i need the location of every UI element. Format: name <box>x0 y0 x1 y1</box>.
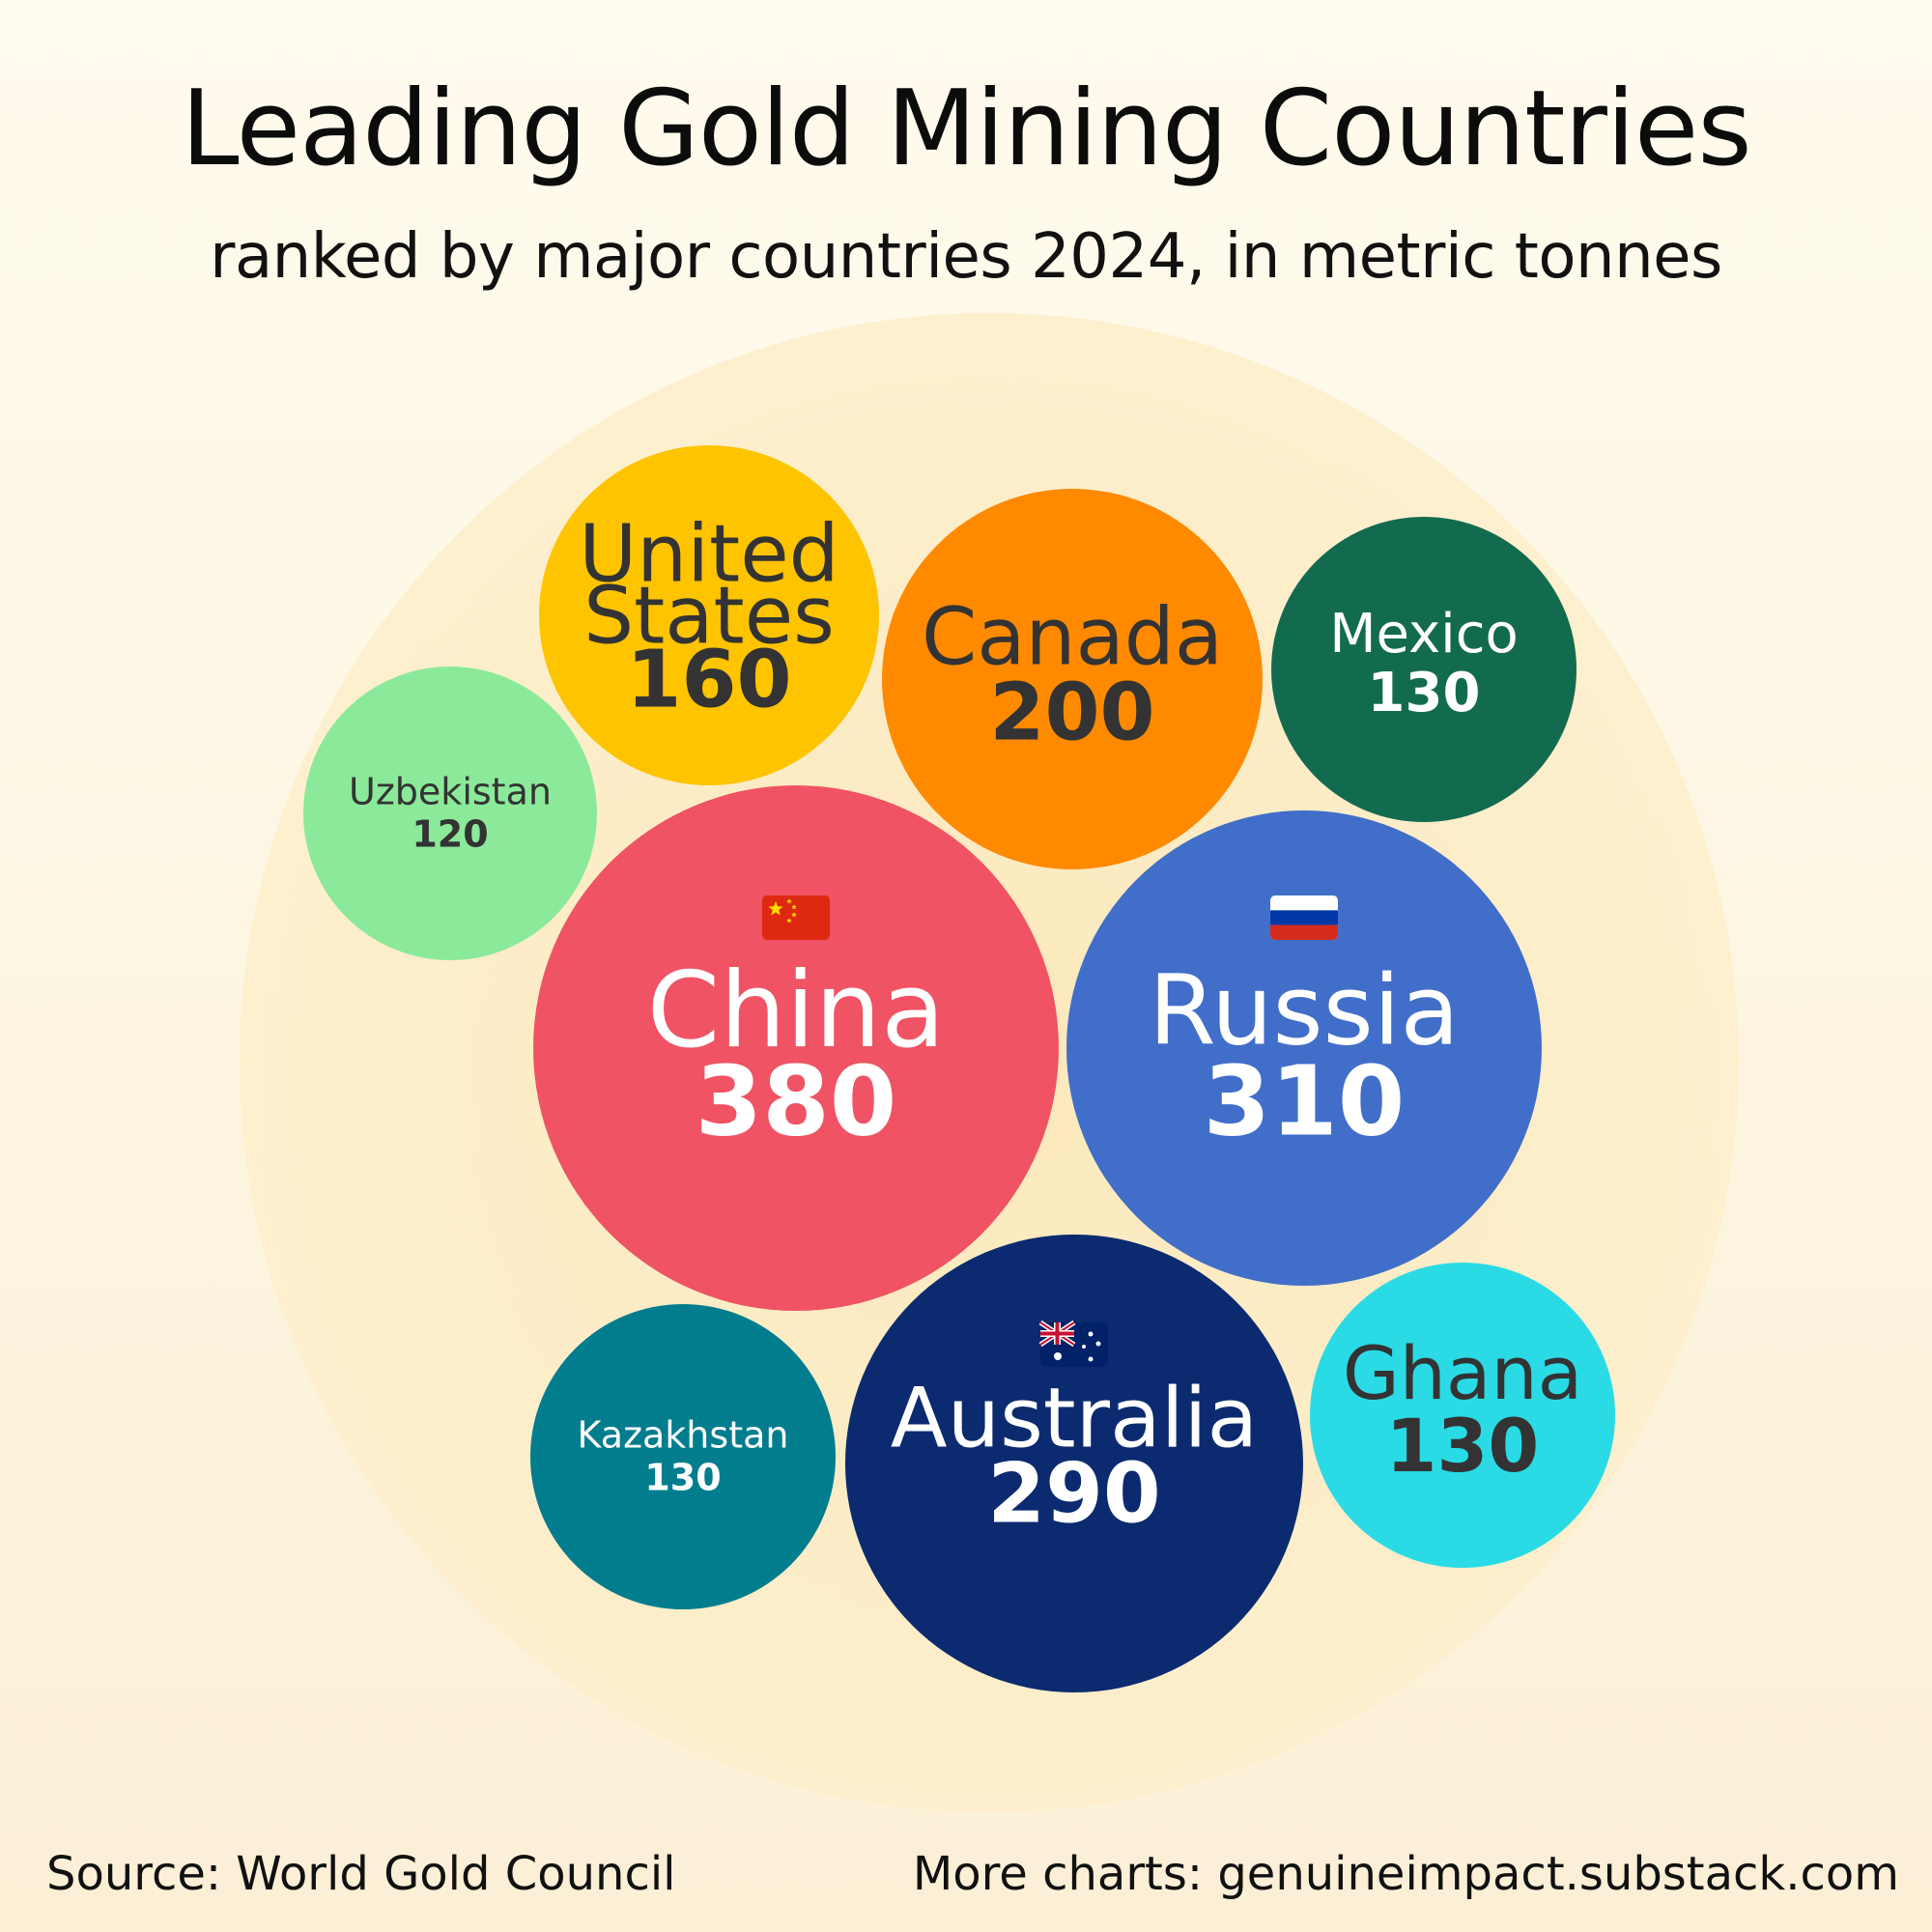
bubble-label: Kazakhstan <box>578 1414 789 1457</box>
chart-title: Leading Gold Mining Countries <box>181 69 1751 189</box>
bubble-label-line2: States <box>583 570 835 662</box>
bubble-label: Australia <box>891 1370 1258 1466</box>
china-flag-icon <box>762 895 830 940</box>
bubble-circle <box>845 1235 1303 1692</box>
bubble-circle <box>1066 810 1542 1286</box>
bubble-value: 130 <box>644 1457 721 1499</box>
bubble-label: Canada <box>922 591 1223 683</box>
bubble-circle <box>530 1304 836 1609</box>
bubble-circle <box>1310 1263 1615 1568</box>
bubble-value: 200 <box>989 667 1154 758</box>
bubble-value: 310 <box>1204 1044 1406 1157</box>
bubble-label: United <box>579 508 838 600</box>
australia-flag-icon <box>1038 1320 1108 1367</box>
bubble-circle <box>539 445 879 785</box>
bubble-label: Russia <box>1149 953 1460 1066</box>
bubble-label: China <box>647 951 946 1071</box>
source-note: Source: World Gold Council <box>46 1847 676 1901</box>
bubble-value: 130 <box>1386 1403 1540 1489</box>
bubble-label: Uzbekistan <box>349 771 552 813</box>
bubble-label: Mexico <box>1329 603 1519 666</box>
bubble-circle <box>533 785 1059 1311</box>
bubble-circle <box>1271 517 1577 822</box>
bubble-value: 130 <box>1368 662 1481 724</box>
chart-subtitle: ranked by major countries 2024, in metri… <box>210 221 1722 293</box>
bubble-circle <box>882 489 1263 869</box>
bubble-value: 120 <box>412 813 488 856</box>
bubble-circle <box>303 667 597 960</box>
russia-flag-icon <box>1270 895 1338 940</box>
bubble-label: Ghana <box>1343 1330 1582 1416</box>
bubble-value: 160 <box>626 634 791 725</box>
more-charts-link[interactable]: More charts: genuineimpact.substack.com <box>912 1847 1899 1901</box>
bubble-value: 290 <box>987 1445 1161 1542</box>
bubble-value: 380 <box>696 1044 897 1157</box>
